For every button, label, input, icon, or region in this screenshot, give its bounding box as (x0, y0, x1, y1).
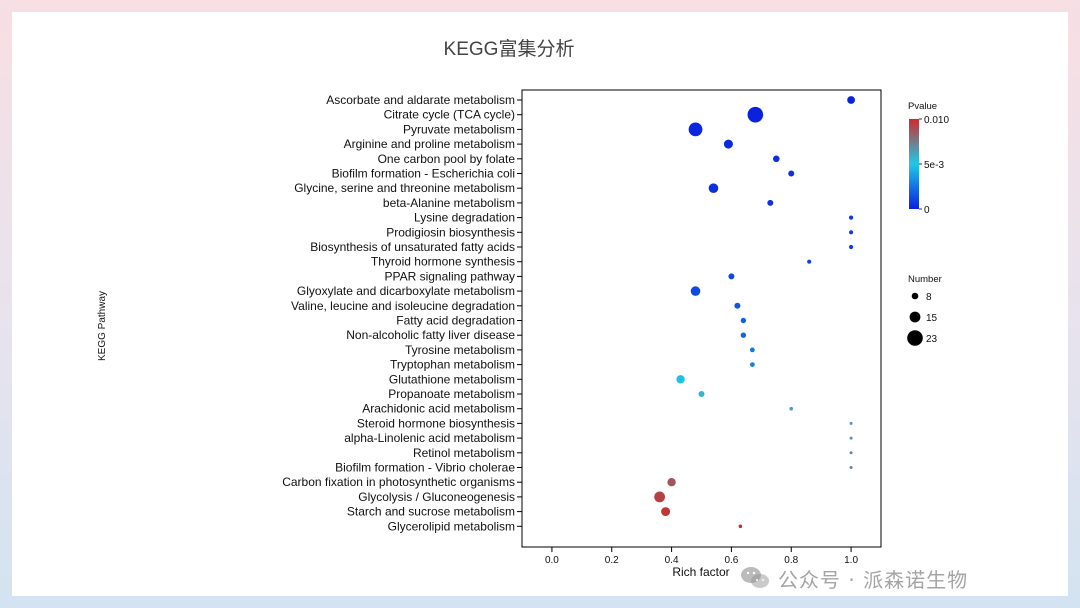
x-tick-label: 0.2 (605, 555, 619, 566)
number-legend-label: 15 (926, 313, 938, 324)
pvalue-legend-label: 0.010 (924, 115, 949, 126)
pathway-label: Steroid hormone biosynthesis (357, 416, 515, 430)
pathway-labels: Ascorbate and aldarate metabolismCitrate… (282, 93, 515, 533)
number-legend-label: 8 (926, 292, 932, 303)
pathway-label: Arginine and proline metabolism (344, 137, 515, 151)
data-point (749, 347, 755, 353)
pathway-label: Lysine degradation (414, 211, 515, 225)
data-point (728, 273, 735, 280)
data-point (723, 139, 733, 149)
pathway-label: Glyoxylate and dicarboxylate metabolism (297, 284, 515, 298)
data-point (772, 155, 780, 163)
pathway-label: Valine, leucine and isoleucine degradati… (291, 299, 515, 313)
data-point (688, 122, 703, 137)
data-point (848, 230, 854, 235)
watermark-text: 公众号 · 派森诺生物 (778, 567, 969, 592)
pathway-label: Ascorbate and aldarate metabolism (326, 93, 515, 107)
data-point (847, 96, 855, 104)
pvalue-legend-label: 5e-3 (924, 160, 944, 171)
data-point (661, 507, 671, 517)
pathway-label: Carbon fixation in photosynthetic organi… (282, 475, 515, 489)
data-point (667, 478, 676, 487)
data-points (654, 96, 855, 529)
pathway-label: Biofilm formation - Vibrio cholerae (335, 461, 515, 475)
data-point (807, 259, 812, 264)
pathway-label: Retinol metabolism (413, 446, 515, 460)
pvalue-legend-label: 0 (924, 205, 930, 216)
data-point (767, 199, 774, 206)
x-tick-label: 1.0 (844, 555, 858, 566)
data-point (849, 421, 853, 425)
data-point (676, 375, 685, 384)
number-legend-dot (911, 292, 919, 300)
y-ticks (517, 99, 522, 527)
wechat-icon (741, 567, 769, 588)
data-point (738, 524, 743, 529)
data-point (698, 391, 705, 397)
pathway-label: Thyroid hormone synthesis (371, 255, 515, 269)
number-legend-dot (909, 311, 921, 323)
pathway-label: Glutathione metabolism (389, 372, 515, 386)
x-tick-label: 0.0 (545, 555, 559, 566)
number-legend-dot (907, 330, 923, 346)
pathway-label: Starch and sucrose metabolism (347, 505, 515, 519)
pathway-label: Tyrosine metabolism (405, 343, 515, 357)
x-ticks: 0.0 0.2 0.4 0.6 0.8 1.0 (545, 547, 858, 566)
pathway-label: Glycine, serine and threonine metabolism (294, 181, 515, 195)
pathway-label: Glycerolipid metabolism (388, 519, 515, 533)
pvalue-colorbar (909, 119, 919, 209)
y-axis-title: KEGG Pathway (97, 291, 108, 361)
data-point (849, 436, 853, 440)
pathway-label: beta-Alanine metabolism (383, 196, 515, 210)
pathway-label: Pyruvate metabolism (403, 122, 515, 136)
data-point (740, 317, 747, 324)
pathway-label: Glycolysis / Gluconeogenesis (358, 490, 515, 504)
data-point (654, 491, 666, 503)
data-point (747, 106, 764, 123)
number-legend: Number 8 15 23 (907, 274, 942, 346)
pvalue-legend-title: Pvalue (908, 101, 937, 112)
number-legend-title: Number (908, 274, 942, 285)
data-point (749, 362, 755, 367)
data-point (789, 406, 794, 411)
pathway-label: Tryptophan metabolism (390, 358, 515, 372)
x-tick-label: 0.6 (724, 555, 738, 566)
plot-frame (521, 89, 882, 548)
pvalue-legend-ticks: 0.010 5e-3 0 (919, 115, 949, 216)
data-point (788, 170, 795, 177)
data-point (848, 215, 854, 220)
pathway-label: Citrate cycle (TCA cycle) (384, 108, 515, 122)
x-tick-label: 0.4 (665, 555, 679, 566)
pathway-label: alpha-Linolenic acid metabolism (344, 431, 515, 445)
watermark: 公众号 · 派森诺生物 (740, 560, 968, 596)
pathway-label: Propanoate metabolism (388, 387, 515, 401)
data-point (690, 286, 701, 296)
slide-panel: KEGG富集分析 KEGG Pathway Rich factor Ascorb… (12, 12, 1068, 596)
pathway-label: Non-alcoholic fatty liver disease (346, 328, 515, 342)
pathway-label: Biosynthesis of unsaturated fatty acids (310, 240, 515, 254)
data-point (849, 466, 853, 469)
pathway-label: Fatty acid degradation (396, 314, 515, 328)
data-point (708, 183, 719, 193)
data-point (734, 302, 741, 309)
x-axis-title: Rich factor (672, 565, 729, 579)
data-point (740, 332, 747, 338)
chart-title: KEGG富集分析 (444, 38, 575, 60)
number-legend-items: 8 15 23 (907, 292, 938, 346)
kegg-enrichment-chart: KEGG富集分析 KEGG Pathway Rich factor Ascorb… (97, 38, 949, 579)
pathway-label: One carbon pool by folate (378, 152, 516, 166)
pvalue-legend: Pvalue 0.010 5e-3 0 (908, 101, 949, 216)
number-legend-label: 23 (926, 334, 938, 345)
pathway-label: Biofilm formation - Escherichia coli (332, 167, 515, 181)
data-point (848, 244, 854, 250)
pathway-label: Prodigiosin biosynthesis (386, 225, 515, 239)
pathway-label: PPAR signaling pathway (384, 269, 515, 283)
pathway-label: Arachidonic acid metabolism (362, 402, 515, 416)
x-tick-label: 0.8 (784, 555, 798, 566)
data-point (849, 451, 853, 455)
